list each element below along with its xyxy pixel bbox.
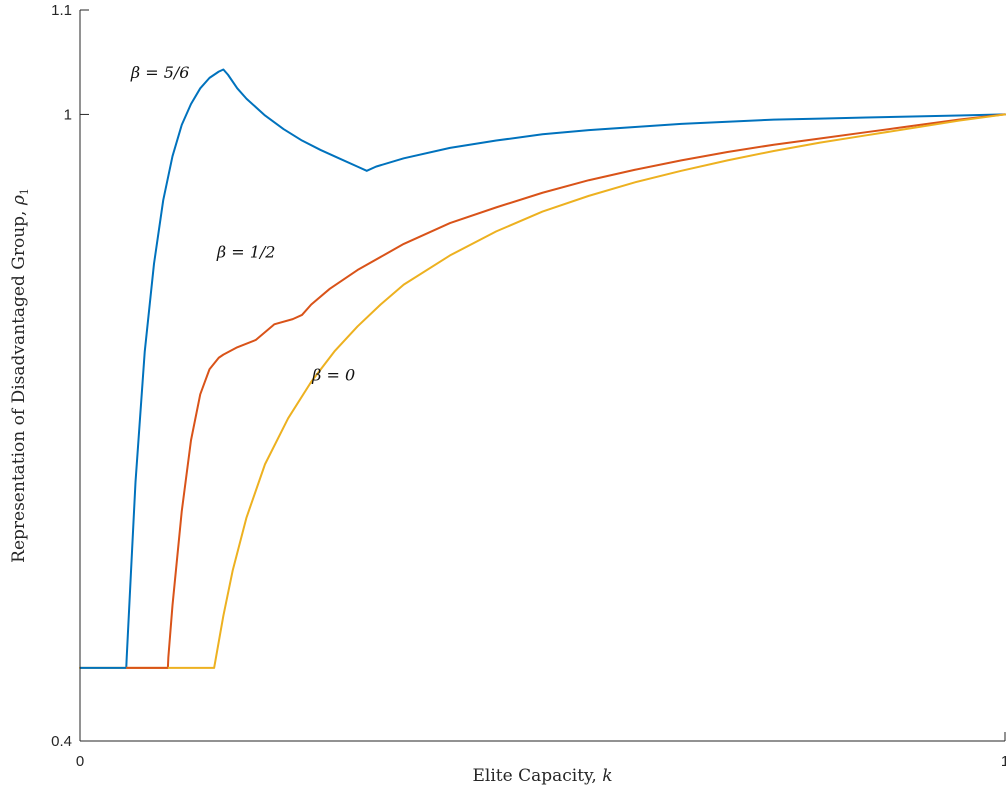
- y-tick-label: 1: [64, 106, 72, 123]
- series-line-3: [79, 113, 1006, 669]
- x-tick-label: 1: [1001, 753, 1006, 770]
- ticks-layer: 0.4 1 1.1 0 1: [51, 2, 1006, 770]
- x-axis-title: Elite Capacity, k: [473, 766, 613, 786]
- y-axis-title: Representation of Disadvantaged Group, ρ…: [9, 188, 31, 563]
- x-axis-title-var: k: [602, 766, 612, 786]
- y-axis-title-sub: 1: [18, 188, 31, 195]
- y-axis-title-text: Representation of Disadvantaged Group,: [9, 205, 29, 563]
- axes-layer: [79, 10, 1005, 742]
- y-axis-title-var: ρ: [9, 195, 29, 206]
- series-label-2: β = 1/2: [216, 242, 276, 261]
- x-tick-label: 0: [76, 753, 84, 770]
- series-line-1: [125, 68, 1006, 669]
- x-axis-title-text: Elite Capacity,: [473, 766, 603, 786]
- series-label-1: β = 5/6: [130, 63, 190, 82]
- series-label-3: β = 0: [311, 366, 355, 385]
- series-line-2: [166, 113, 1006, 669]
- y-tick-label: 0.4: [51, 733, 72, 750]
- series-layer: [79, 68, 1006, 669]
- series-labels: β = 5/6 β = 1/2 β = 0: [130, 63, 355, 385]
- y-tick-label: 1.1: [51, 2, 72, 19]
